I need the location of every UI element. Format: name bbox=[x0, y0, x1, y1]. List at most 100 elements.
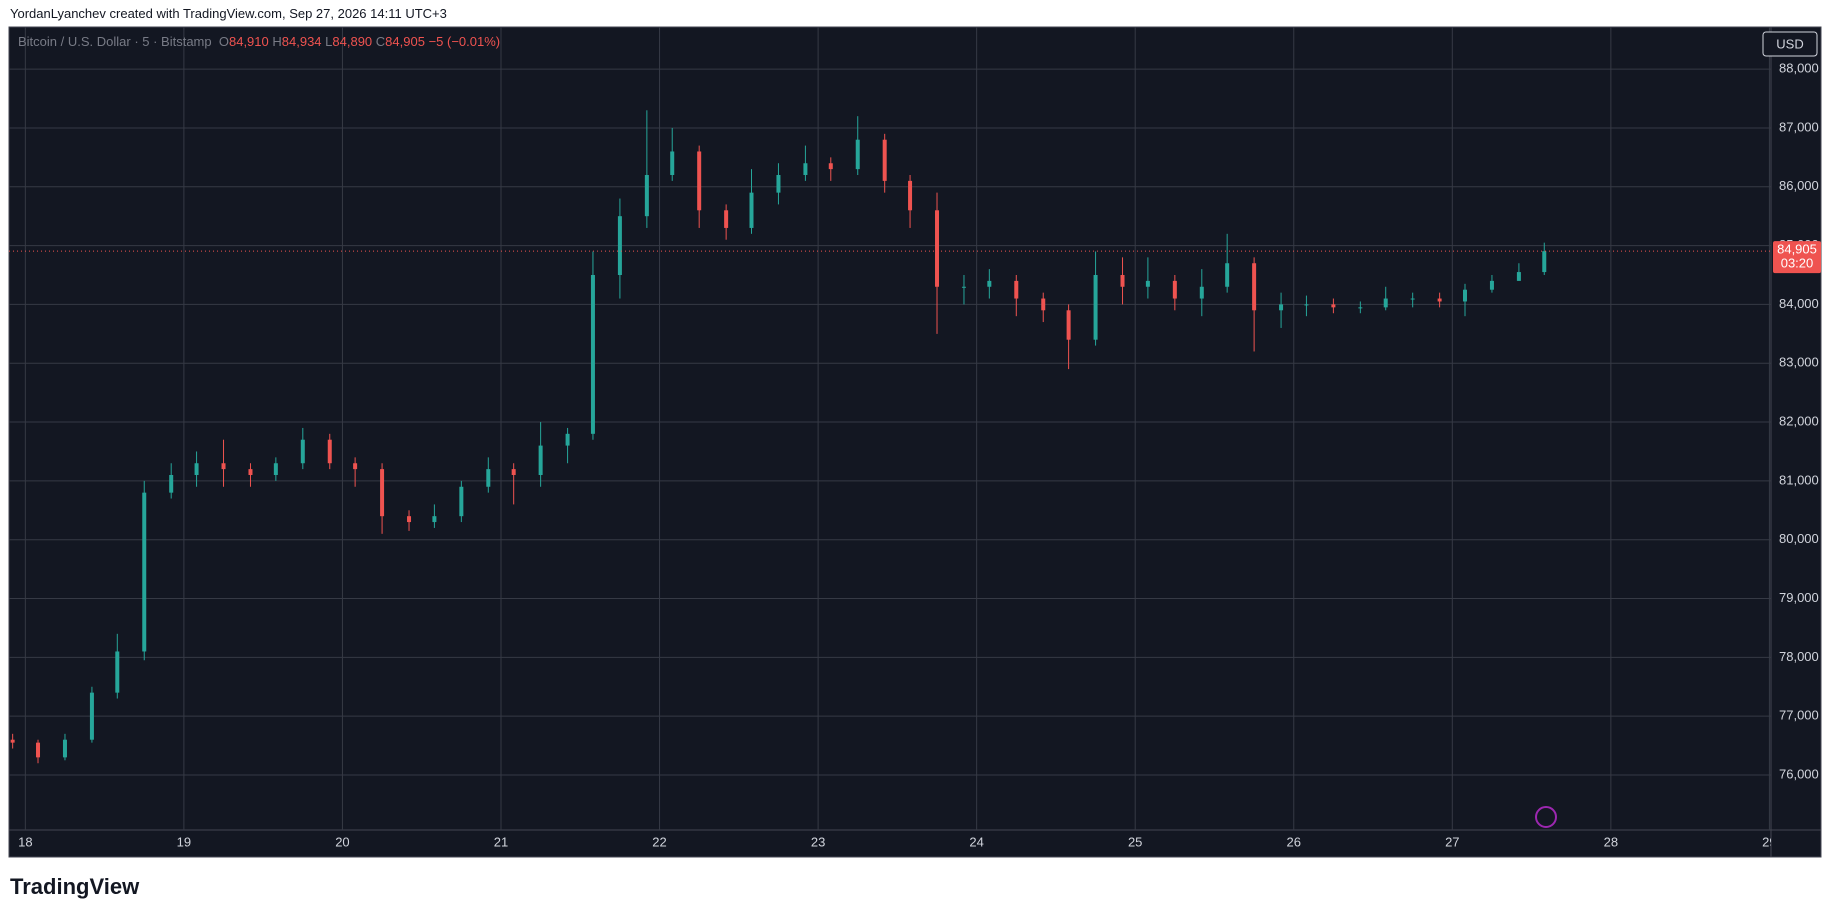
candle-body bbox=[1120, 275, 1125, 287]
x-tick-label: 20 bbox=[335, 834, 349, 849]
x-tick-label: 21 bbox=[494, 834, 508, 849]
candle-body bbox=[538, 445, 543, 475]
candle-body bbox=[1066, 310, 1071, 340]
candle-body bbox=[724, 210, 729, 228]
x-tick-label: 23 bbox=[811, 834, 825, 849]
legend: Bitcoin / U.S. Dollar · 5 · Bitstamp O84… bbox=[18, 34, 500, 49]
candle-body bbox=[908, 180, 913, 211]
candle-body bbox=[380, 469, 385, 517]
candle-body bbox=[142, 492, 147, 652]
icon[interactable] bbox=[1535, 806, 1557, 828]
y-tick-label: 82,000 bbox=[1779, 413, 1819, 428]
y-tick-label: 78,000 bbox=[1779, 649, 1819, 664]
x-tick-label: 27 bbox=[1445, 834, 1459, 849]
candle-body bbox=[590, 275, 595, 434]
o-value: 84,910 bbox=[228, 34, 269, 49]
x-tick-label: 18 bbox=[18, 834, 32, 849]
x-tick-label: 24 bbox=[969, 834, 983, 849]
candle-body bbox=[1383, 298, 1388, 308]
candle-body bbox=[10, 739, 15, 743]
candle-body bbox=[36, 742, 41, 758]
candle-body bbox=[1542, 251, 1547, 273]
candle-body bbox=[327, 439, 332, 464]
candle-body bbox=[1225, 263, 1230, 287]
x-tick-label: 29 bbox=[1762, 834, 1776, 849]
x-tick-label: 19 bbox=[177, 834, 191, 849]
candle-body bbox=[194, 463, 199, 475]
candle-body bbox=[486, 469, 491, 487]
candle-body bbox=[1252, 263, 1257, 311]
candle-body bbox=[1014, 280, 1019, 299]
y-tick-label: 79,000 bbox=[1779, 590, 1819, 605]
candle-body bbox=[1041, 298, 1046, 311]
y-tick-label: 86,000 bbox=[1779, 178, 1819, 193]
candle-body bbox=[1358, 307, 1363, 309]
candle-body bbox=[882, 139, 887, 181]
currency-box[interactable] bbox=[1762, 31, 1818, 57]
h-value: 84,934 bbox=[281, 34, 322, 49]
candle-body bbox=[115, 651, 120, 693]
x-tick-label: 25 bbox=[1128, 834, 1142, 849]
candle-body bbox=[1172, 280, 1177, 299]
chart-background bbox=[8, 26, 1822, 858]
candle-body bbox=[248, 469, 253, 475]
candle-body bbox=[353, 463, 358, 470]
candle-body bbox=[828, 163, 833, 170]
y-tick-label: 77,000 bbox=[1779, 708, 1819, 723]
l-value: 84,890 bbox=[332, 34, 373, 49]
candle-body bbox=[169, 475, 174, 493]
candle-body bbox=[670, 151, 675, 175]
candle-body bbox=[749, 192, 754, 228]
last-price-label: 84,905 bbox=[1777, 242, 1817, 257]
candle-body bbox=[1145, 280, 1150, 287]
candle-body bbox=[221, 463, 226, 470]
c-label: C bbox=[375, 34, 386, 49]
candle-body bbox=[855, 139, 860, 170]
y-tick-label: 80,000 bbox=[1779, 531, 1819, 546]
y-tick-label: 81,000 bbox=[1779, 472, 1819, 487]
currency[interactable]: USD bbox=[1776, 36, 1803, 51]
last-price-box bbox=[1773, 241, 1821, 274]
y-tick-label: 88,000 bbox=[1779, 61, 1819, 76]
candle-body bbox=[565, 433, 570, 446]
x-tick-label: 26 bbox=[1287, 834, 1301, 849]
o-label: O bbox=[218, 34, 229, 49]
candle-body bbox=[1093, 275, 1098, 340]
candle-body bbox=[961, 286, 966, 288]
h-label: H bbox=[272, 34, 282, 49]
candle-body bbox=[511, 469, 516, 475]
candle-body bbox=[1437, 298, 1442, 302]
change: −5 (−0.01%) bbox=[428, 34, 501, 49]
candle-body bbox=[1199, 286, 1204, 299]
candle-body bbox=[1279, 304, 1284, 311]
candle-body bbox=[1462, 289, 1467, 302]
candle-body bbox=[1304, 304, 1309, 306]
y-tick-label: 76,000 bbox=[1779, 766, 1819, 781]
x-tick-label: 28 bbox=[1604, 834, 1618, 849]
symbol: Bitcoin / U.S. Dollar · 5 · Bitstamp bbox=[18, 34, 212, 49]
x-tick-label: 22 bbox=[652, 834, 666, 849]
candle-body bbox=[935, 210, 940, 287]
candle-body bbox=[62, 739, 67, 758]
l-label: L bbox=[325, 34, 333, 49]
candle-body bbox=[1410, 298, 1415, 300]
candle-body bbox=[273, 463, 278, 475]
c-value: 84,905 bbox=[385, 34, 425, 49]
logo[interactable]: TradingView bbox=[10, 874, 140, 899]
candle-body bbox=[1489, 280, 1494, 290]
candle-body bbox=[300, 439, 305, 464]
y-tick-label: 84,000 bbox=[1779, 296, 1819, 311]
candle-body bbox=[432, 516, 437, 523]
y-tick-label: 87,000 bbox=[1779, 119, 1819, 134]
candle-body bbox=[776, 175, 781, 193]
candle-body bbox=[1516, 272, 1521, 281]
candle-body bbox=[1331, 304, 1336, 308]
candle-body bbox=[803, 163, 808, 175]
candle-body bbox=[617, 216, 622, 275]
candle-body bbox=[89, 692, 94, 740]
candle-body bbox=[697, 151, 702, 211]
y-tick-label: 83,000 bbox=[1779, 355, 1819, 370]
candle-body bbox=[407, 516, 412, 523]
candle-body bbox=[987, 280, 992, 287]
